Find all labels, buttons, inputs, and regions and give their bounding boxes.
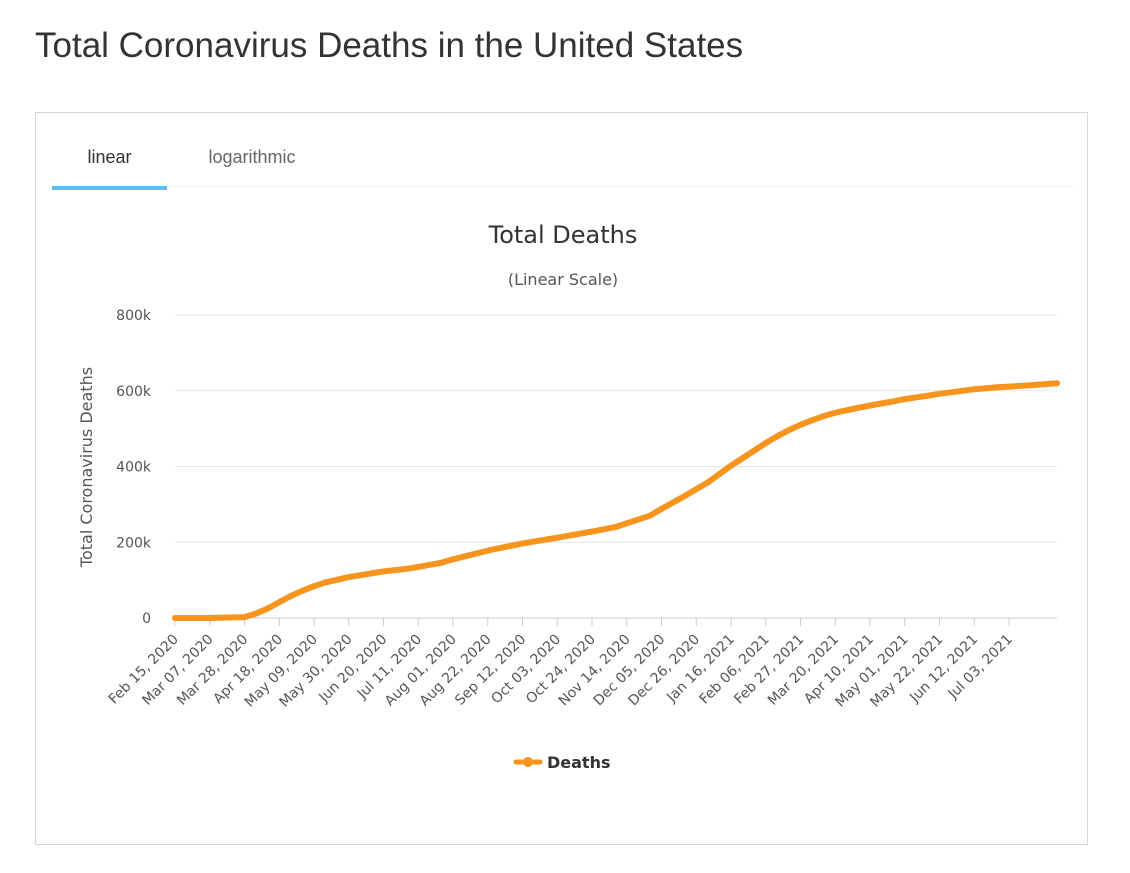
data-point (1006, 383, 1012, 390)
data-point (438, 559, 445, 566)
data-point (762, 440, 769, 446)
data-point (751, 447, 758, 454)
data-point (450, 556, 456, 563)
y-tick-label: 0 (142, 611, 151, 627)
data-point (716, 471, 723, 478)
data-point (739, 455, 746, 462)
chart-subtitle: (Linear Scale) (508, 270, 618, 289)
tab-linear[interactable]: linear (52, 113, 167, 190)
y-axis-title: Total Coronavirus Deaths (77, 367, 96, 568)
data-point (658, 505, 665, 512)
data-point (959, 387, 966, 394)
data-point (311, 583, 317, 590)
y-axis-ticks: 0 200k 400k 600k 800k (116, 308, 152, 627)
tab-logarithmic[interactable]: logarithmic (192, 113, 312, 186)
chart-panel: linear logarithmic (35, 112, 1088, 845)
y-tick-label: 400k (116, 460, 152, 476)
chart-title: Total Deaths (488, 221, 638, 249)
data-point (774, 433, 781, 440)
data-point (809, 417, 816, 424)
data-point (334, 576, 341, 583)
data-point (670, 499, 677, 506)
data-point (299, 587, 306, 594)
data-point (820, 413, 827, 420)
data-point (971, 386, 978, 393)
data-point (322, 579, 329, 586)
data-point (484, 547, 491, 554)
data-point (855, 404, 862, 411)
data-point (554, 534, 561, 541)
tab-logarithmic-label: logarithmic (208, 147, 296, 167)
data-point (345, 574, 352, 581)
data-point (253, 610, 260, 617)
data-point (589, 528, 595, 535)
series-deaths (172, 380, 1060, 621)
legend[interactable]: Deaths (513, 753, 611, 772)
y-tick-label: 200k (116, 535, 152, 551)
data-point (276, 599, 283, 606)
data-point (646, 512, 653, 519)
data-point (415, 563, 422, 570)
data-point (797, 421, 804, 428)
data-point (704, 479, 711, 486)
legend-swatch-marker (523, 757, 533, 767)
data-point (241, 614, 248, 621)
data-point (785, 427, 792, 434)
tab-bar: linear logarithmic (52, 113, 1074, 190)
data-point (172, 615, 178, 621)
data-point (206, 615, 213, 621)
data-point (264, 605, 271, 612)
data-point (1029, 382, 1036, 389)
legend-label-deaths: Deaths (547, 753, 611, 772)
y-tick-label: 800k (116, 308, 152, 324)
data-point (994, 384, 1001, 391)
data-point (519, 540, 526, 547)
data-point (890, 398, 897, 405)
gridlines (175, 314, 1057, 619)
data-point (403, 565, 410, 572)
data-point (623, 520, 630, 527)
data-point (1054, 380, 1060, 387)
data-point (368, 570, 375, 577)
y-tick-label: 600k (116, 384, 152, 400)
data-point (380, 568, 387, 575)
series-line-deaths (172, 380, 1060, 621)
page-title: Total Coronavirus Deaths in the United S… (35, 26, 744, 65)
data-point (693, 486, 700, 493)
tab-linear-label: linear (87, 147, 132, 167)
data-point (612, 524, 619, 531)
data-point (728, 462, 734, 469)
data-point (936, 390, 943, 397)
data-point (924, 392, 931, 399)
data-point (681, 493, 688, 499)
tab-active-underline (52, 186, 167, 190)
data-point (287, 593, 294, 599)
data-point (901, 396, 908, 403)
data-point (832, 409, 839, 416)
data-point (867, 402, 873, 409)
